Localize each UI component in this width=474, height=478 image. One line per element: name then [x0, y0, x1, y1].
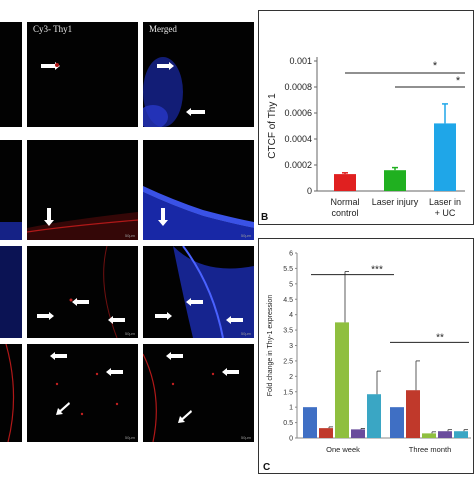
panel-c: 0 0.5 1 1.5 2 2.5 3 3.5 4 4.5 5 5.5 6 Fold change in … — [258, 238, 474, 474]
bar — [406, 390, 420, 438]
arrow-icons — [143, 352, 239, 442]
micro-tile-r1c2: Cy3- Thy1 — [27, 22, 138, 127]
bar — [434, 123, 456, 191]
bar — [334, 174, 356, 191]
y-tick-label: 5 — [289, 281, 293, 288]
y-tick-label: 3 — [289, 343, 293, 350]
x-tick-label: control — [331, 208, 358, 218]
bar — [303, 407, 317, 438]
y-tick-label: 3.5 — [283, 328, 293, 335]
y-tick-label: 0.001 — [289, 56, 312, 66]
arrow-icons — [155, 246, 254, 338]
bar — [319, 428, 333, 438]
column-header-cy3: Cy3- Thy1 — [33, 24, 73, 34]
micro-tile-r2c1 — [0, 140, 22, 240]
y-tick-label: 2 — [289, 374, 293, 381]
bar — [390, 407, 404, 438]
arrow-icons — [143, 186, 254, 240]
micro-tile-r1c3: Merged — [143, 22, 254, 127]
scale-bar: 50μm — [124, 435, 135, 440]
bar — [384, 170, 406, 191]
column-header-merged: Merged — [149, 24, 177, 34]
y-tick-label: 0.5 — [283, 420, 293, 427]
micro-tile-r1c1 — [0, 22, 22, 127]
micro-tile-r3c2: 50μm — [27, 246, 138, 338]
y-tick-label: 1 — [289, 405, 293, 412]
scale-bar: 50μm — [124, 233, 135, 238]
x-tick-label: Normal — [330, 197, 359, 207]
y-tick-label: 6 — [289, 251, 293, 258]
arrow-icons — [41, 62, 60, 70]
micro-tile-r4c2: 50μm — [27, 344, 138, 442]
y-tick-label: 0.0008 — [284, 82, 312, 92]
y-tick-label: 0 — [307, 186, 312, 196]
y-tick-label: 0.0006 — [284, 108, 312, 118]
x-tick-label: One week — [326, 445, 360, 454]
scale-bar: 50μm — [240, 233, 251, 238]
x-tick-label: + UC — [435, 208, 456, 218]
panel-letter-c: C — [263, 462, 271, 473]
y-tick-label: 0 — [289, 436, 293, 443]
arrow-icons — [27, 208, 138, 240]
microscopy-grid: Cy3- Thy1 Merged 50μm 50 — [0, 22, 254, 442]
significance-label: ** — [436, 332, 444, 343]
bar — [335, 322, 349, 438]
x-tick-label: Laser in — [429, 197, 461, 207]
chart-b: 0 0.0002 0.0004 0.0006 0.0008 0.001 CTCF of Th… — [267, 56, 465, 218]
micro-tile-r4c1 — [0, 344, 22, 442]
chart-c: 0 0.5 1 1.5 2 2.5 3 3.5 4 4.5 5 5.5 6 Fold change in … — [267, 251, 471, 454]
panel-b: 0 0.0002 0.0004 0.0006 0.0008 0.001 CTCF of Th… — [258, 10, 474, 225]
significance-label: * — [433, 60, 438, 72]
y-axis-label: Fold change in Thy-1 expression — [267, 295, 274, 397]
x-tick-label: Three month — [409, 445, 452, 454]
y-axis-label: CTCF of Thy 1 — [267, 93, 278, 159]
scale-bar: 50μm — [240, 435, 251, 440]
bar — [351, 429, 365, 438]
arrow-icons — [143, 57, 205, 127]
y-tick-label: 0.0002 — [284, 160, 312, 170]
bar — [367, 394, 381, 438]
arrow-icons — [50, 352, 123, 416]
y-tick-label: 5.5 — [283, 266, 293, 273]
bar — [422, 433, 436, 438]
micro-tile-r2c2: 50μm — [27, 140, 138, 240]
y-tick-label: 4.5 — [283, 297, 293, 304]
y-tick-label: 0.0004 — [284, 134, 312, 144]
bar — [454, 431, 468, 438]
micro-tile-r3c1 — [0, 246, 22, 338]
micro-tile-r4c3: 50μm — [143, 344, 254, 442]
micro-tile-r2c3: 50μm — [143, 140, 254, 240]
significance-label: *** — [371, 265, 383, 276]
y-tick-label: 2.5 — [283, 358, 293, 365]
significance-label: * — [456, 75, 461, 87]
arrow-icons — [37, 246, 125, 338]
y-tick-label: 4 — [289, 312, 293, 319]
x-tick-label: Laser injury — [372, 197, 419, 207]
y-tick-label: 1.5 — [283, 389, 293, 396]
scale-bar: 50μm — [124, 331, 135, 336]
panel-letter-b: B — [261, 212, 269, 223]
bar — [438, 431, 452, 438]
scale-bar: 50μm — [240, 331, 251, 336]
micro-tile-r3c3: 50μm — [143, 246, 254, 338]
